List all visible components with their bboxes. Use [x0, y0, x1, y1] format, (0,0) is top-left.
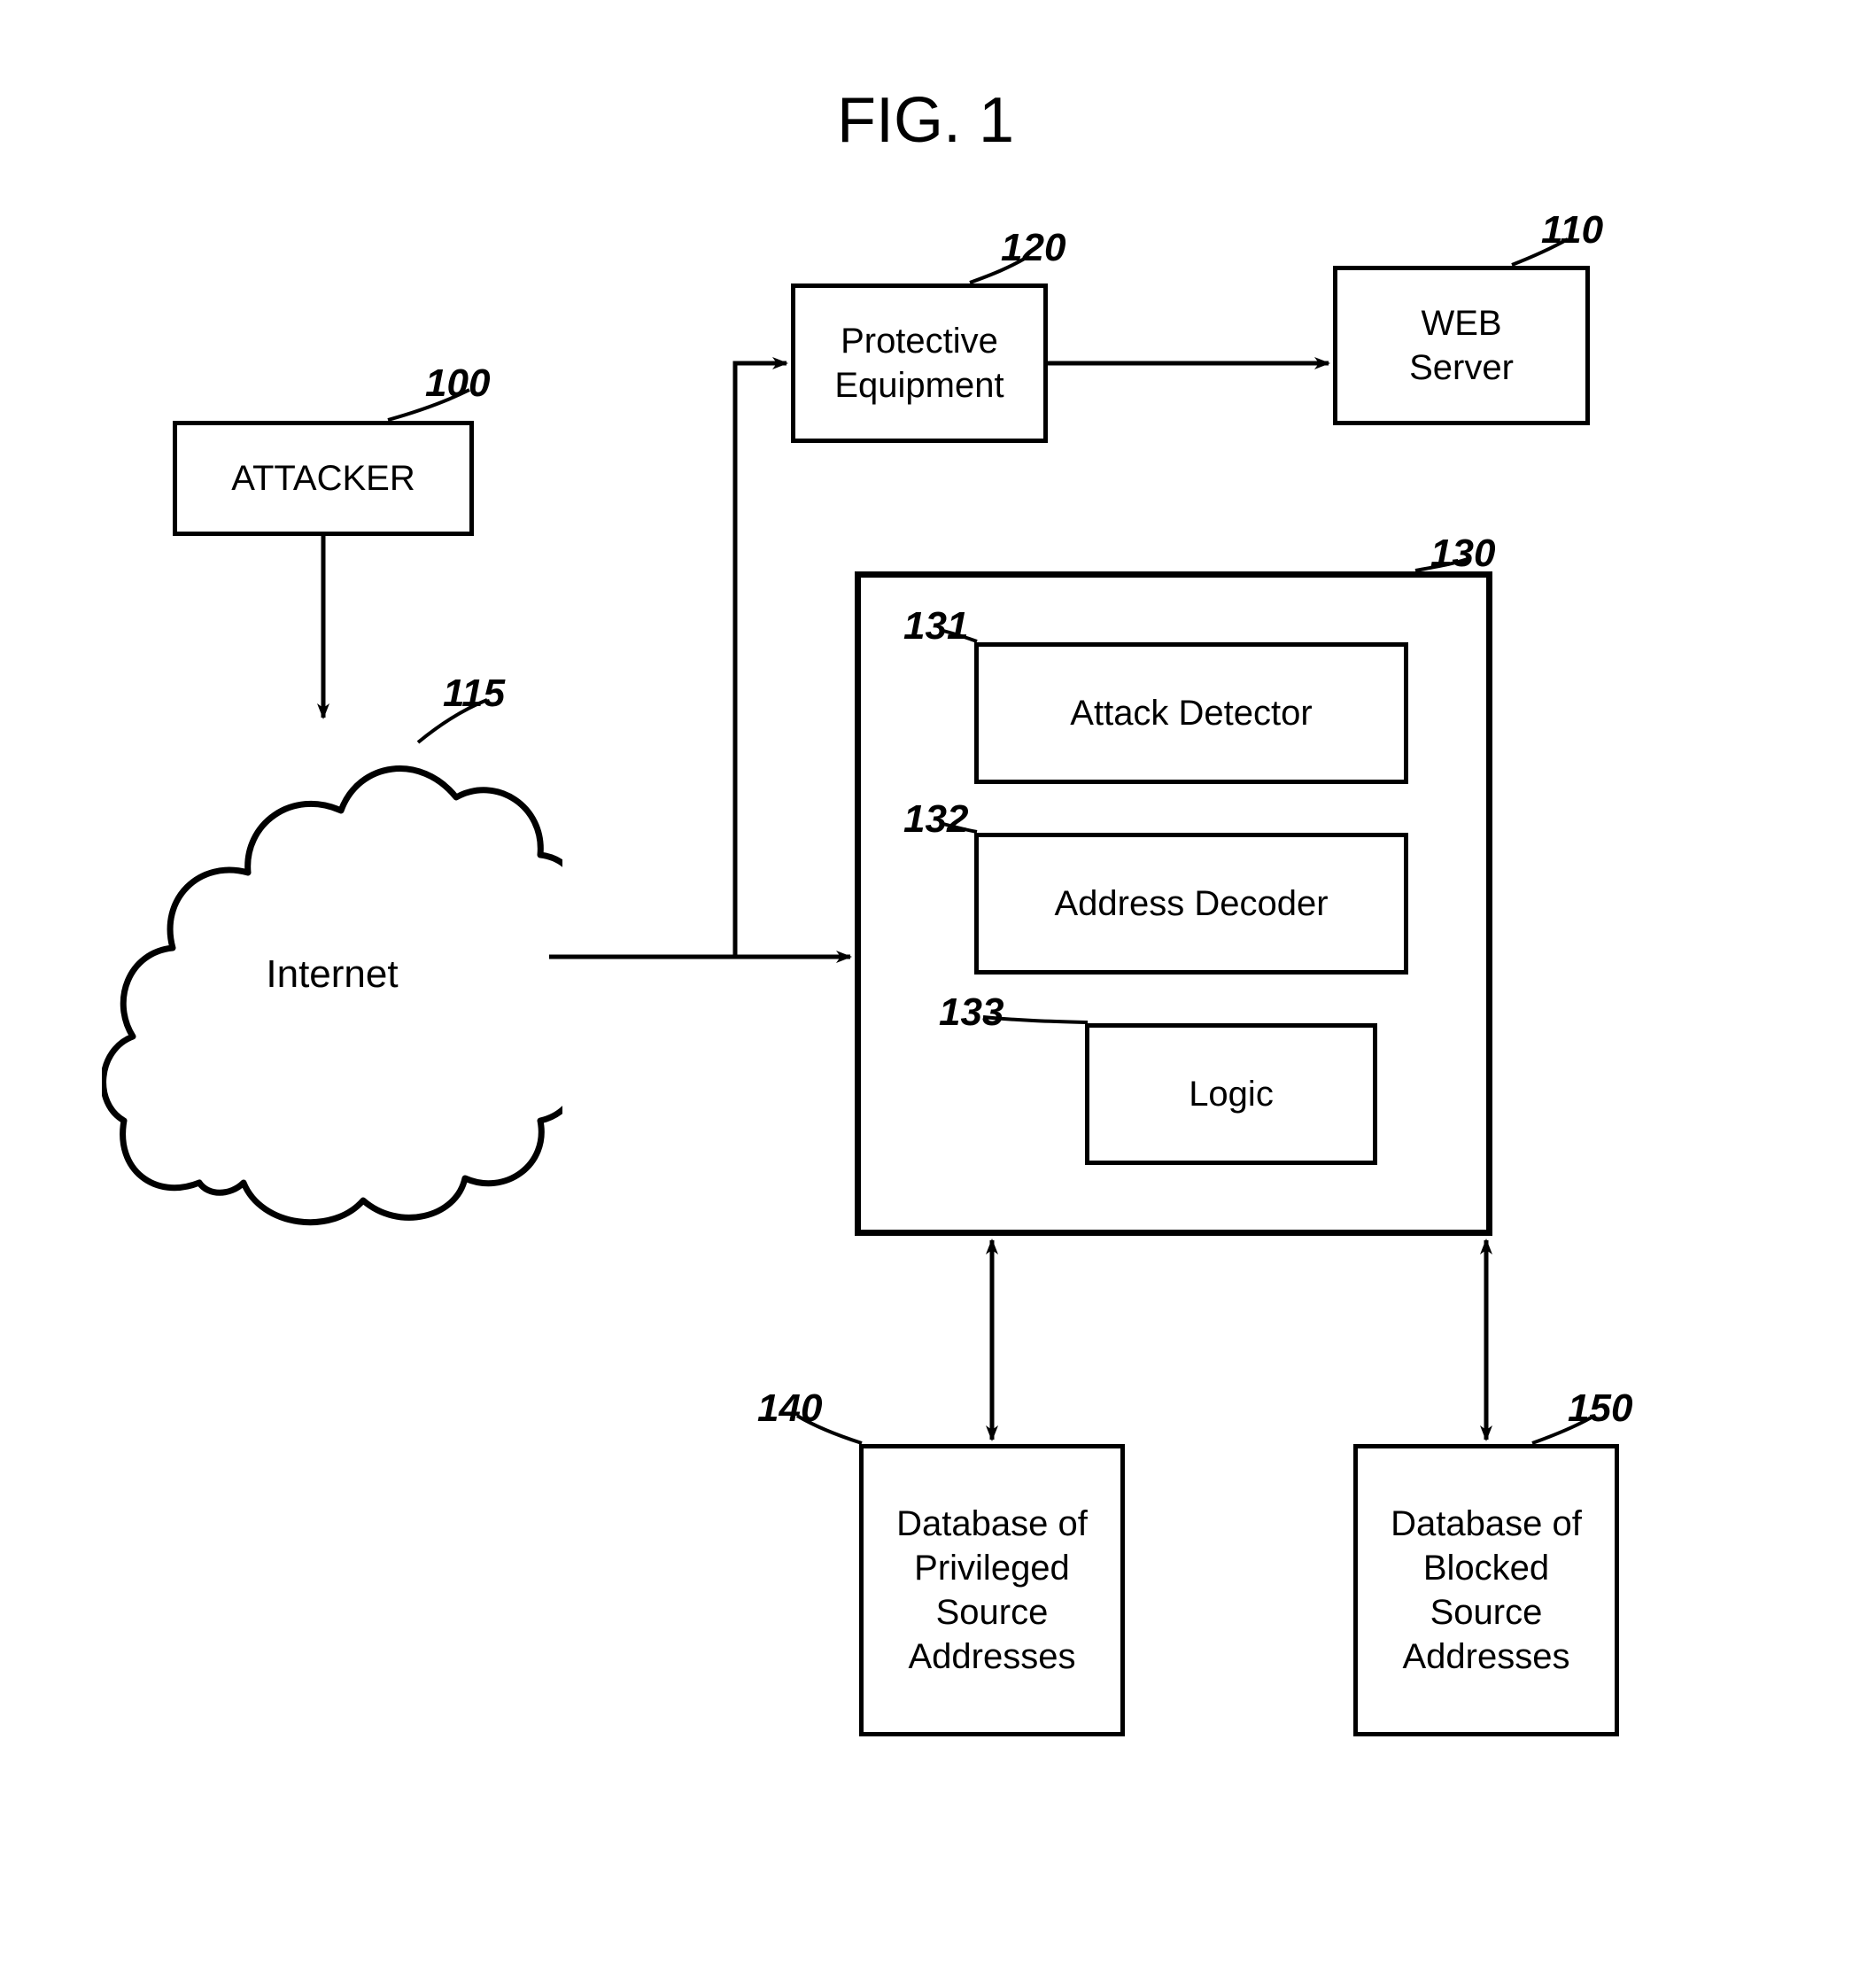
diagram-stage: FIG. 1 ATTACKER 100 Internet 115 Protect…: [0, 0, 1852, 1988]
edge-junction-to-protective: [735, 363, 787, 957]
edges-layer: [0, 0, 1852, 1988]
